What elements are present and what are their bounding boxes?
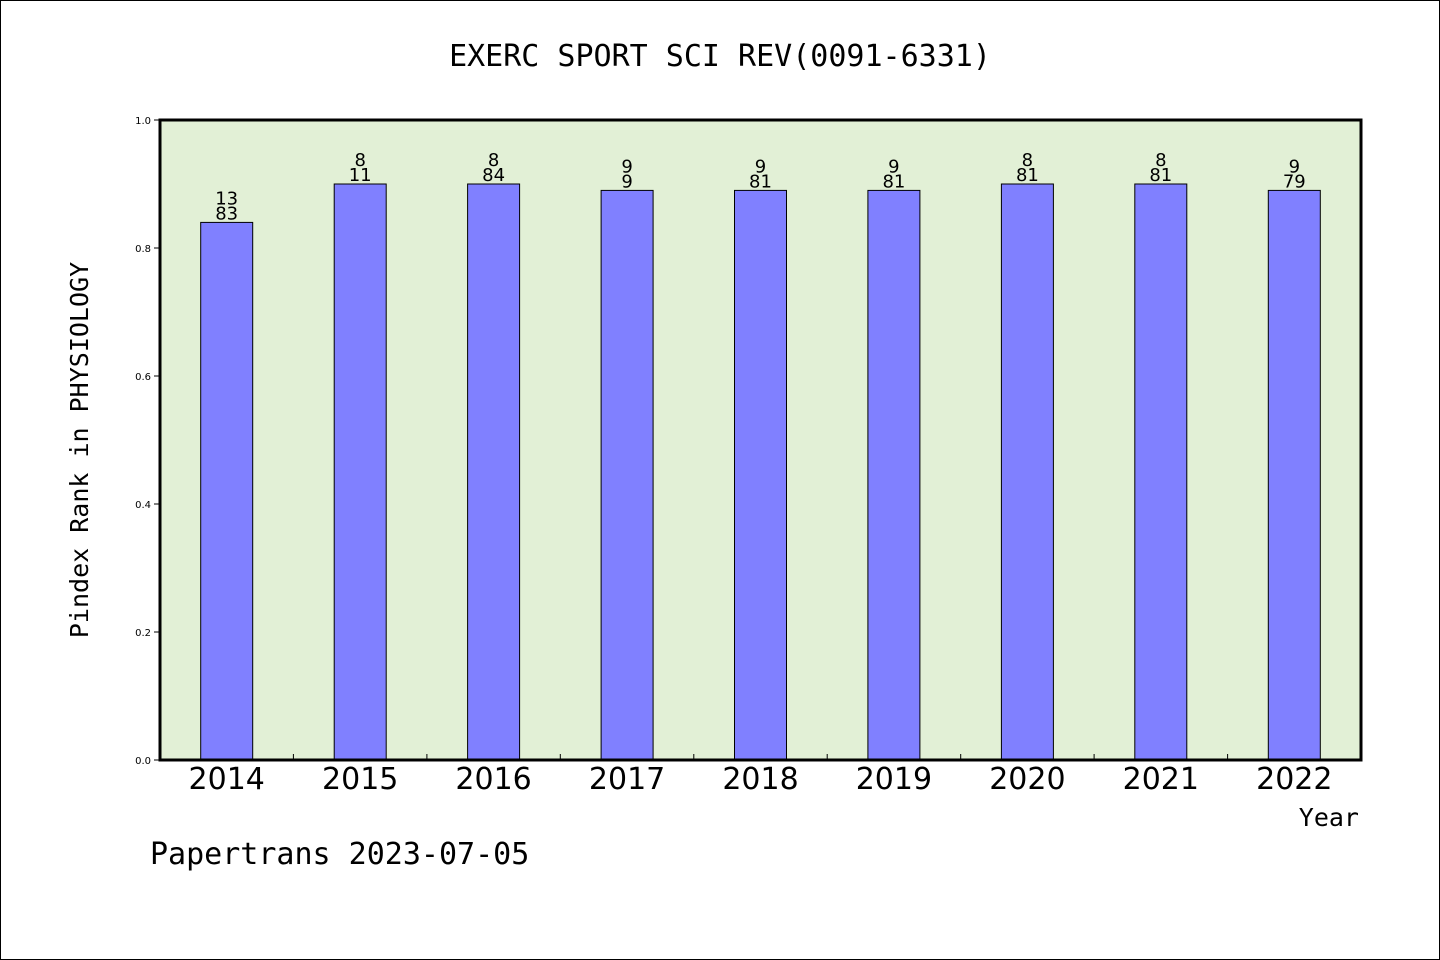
- bar-total-label-2017: 9: [621, 171, 632, 192]
- y-tick-label: 0.2: [135, 628, 151, 639]
- x-tick-label-2021: 2021: [1123, 762, 1199, 797]
- bar-total-label-2021: 81: [1149, 165, 1172, 186]
- bar-2020: [1000, 183, 1054, 761]
- bar-2015: [333, 183, 387, 761]
- bar-2014: [200, 221, 254, 761]
- y-tick-label: 0.0: [135, 756, 151, 767]
- bar-rank-label-2018: 9: [755, 156, 766, 177]
- plot-border: [158, 118, 1363, 762]
- bar-rank-label-2019: 9: [888, 156, 899, 177]
- bar-2017: [600, 189, 654, 761]
- x-axis-title: Year: [1299, 803, 1359, 832]
- bar-2022: [1267, 189, 1321, 761]
- x-tick-label-2018: 2018: [722, 762, 798, 797]
- x-tick-label-2015: 2015: [322, 762, 398, 797]
- bar-rank-label-2020: 8: [1022, 150, 1033, 171]
- x-tick-label-2022: 2022: [1256, 762, 1332, 797]
- bars-layer: [200, 183, 1321, 761]
- y-tick-label: 0.4: [135, 500, 151, 511]
- x-tick-label-2016: 2016: [455, 762, 531, 797]
- y-axis: 0.0 0.2 0.4 0.6 0.8 1.0: [135, 116, 160, 767]
- bar-rank-label-2022: 9: [1289, 156, 1300, 177]
- bar-total-label-2019: 81: [882, 171, 905, 192]
- bar-2019: [867, 189, 921, 761]
- y-axis-title: Pindex Rank in PHYSIOLOGY: [65, 262, 94, 638]
- x-tick-label-2017: 2017: [589, 762, 665, 797]
- y-tick-label: 0.6: [135, 372, 151, 383]
- bar-total-label-2014: 83: [215, 203, 238, 224]
- bar-total-label-2018: 81: [749, 171, 772, 192]
- bar-2018: [734, 189, 787, 761]
- bar-rank-label-2015: 8: [354, 150, 365, 171]
- bar-rank-label-2017: 9: [621, 156, 632, 177]
- bar-rank-label-2016: 8: [488, 150, 499, 171]
- y-tick-label: 1.0: [135, 116, 151, 127]
- bar-total-label-2015: 11: [349, 165, 372, 186]
- x-tick-label-2014: 2014: [189, 762, 265, 797]
- bar-2021: [1134, 183, 1188, 761]
- bar-2016: [467, 183, 521, 761]
- y-tick-label: 0.8: [135, 244, 151, 255]
- bar-total-label-2016: 84: [482, 165, 505, 186]
- bar-rank-label-2021: 8: [1155, 150, 1166, 171]
- chart-title: EXERC SPORT SCI REV(0091-6331): [449, 39, 991, 74]
- x-tick-label-2020: 2020: [989, 762, 1065, 797]
- bar-total-label-2020: 81: [1016, 165, 1039, 186]
- x-tick-label-2019: 2019: [856, 762, 932, 797]
- footer-watermark: Papertrans 2023-07-05: [150, 837, 529, 872]
- bar-total-label-2022: 79: [1283, 171, 1306, 192]
- x-axis: 2014 2015 2016 2017 2018 2019 2020 2021 2022: [189, 754, 1332, 797]
- bar-rank-label-2014: 13: [215, 188, 238, 209]
